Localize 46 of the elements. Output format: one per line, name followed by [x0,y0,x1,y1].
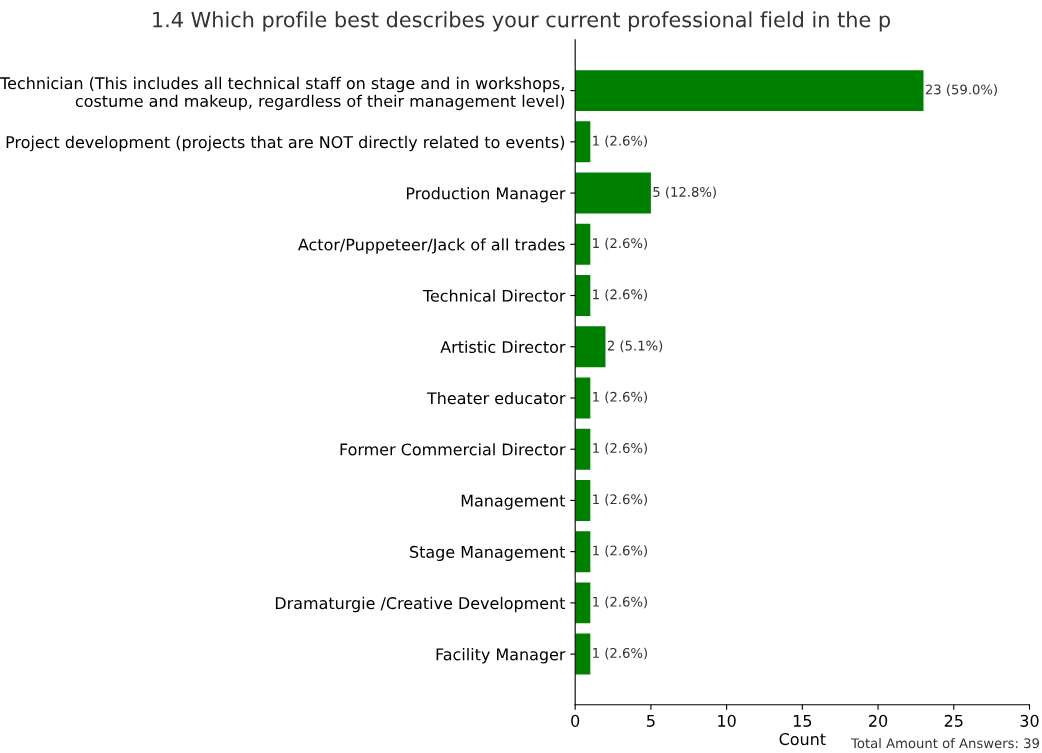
bar [575,531,591,573]
data-label: 1 (2.6%) [593,596,647,609]
bar [575,275,591,317]
bar [575,633,591,675]
bar [575,172,651,214]
data-label: 1 (2.6%) [593,237,647,250]
y-tick-label: Theater educator [426,391,566,405]
bar [575,121,591,163]
data-label: 1 (2.6%) [593,442,647,455]
text: Total Amount of Answers: 39 [851,737,1039,749]
data-label: 2 (5.1%) [607,340,663,353]
bar [575,582,591,624]
bar [575,223,591,265]
y-tick-label: Dramaturgie /Creative Development [275,596,566,613]
y-tick-label: Management [461,494,566,510]
data-label: 1 (2.6%) [593,545,647,558]
x-axis-title: Count [779,733,826,746]
y-tick-label: Technician (This includes all technical staff on stage and in workshops, costume and makeup, regardless of their management level) [0,76,565,111]
x-tick-label: 0 [571,714,580,727]
x-tick-label: 30 [1020,714,1039,727]
bar [575,326,606,368]
y-tick-label: Actor/Puppeteer/Jack of all trades [298,238,565,254]
data-label: 1 (2.6%) [593,494,647,506]
y-tick-label: Former Commercial Director [340,443,566,456]
x-tick-label: 10 [718,714,736,727]
data-label: 1 (2.6%) [593,135,647,148]
x-tick-label: 5 [647,715,655,727]
bar [575,377,591,419]
x-tick-label: 15 [793,715,812,727]
data-label: 1 (2.6%) [593,391,647,404]
chart-title: 1.4 Which profile best describes your current professional field in the p [153,11,890,32]
y-tick-label: Artistic Director [440,340,566,354]
y-tick-label: Facility Manager [436,648,566,664]
bar [575,479,591,521]
data-label: 5 (12.8%) [653,186,716,199]
bar [575,70,924,112]
y-tick-label: Technical Director [422,289,566,302]
bar [575,428,591,470]
y-tick-label: Project development (projects that are NOT directly related to events) [6,135,565,152]
y-tick-label: Production Manager [406,187,566,203]
data-label: 1 (2.6%) [593,647,647,660]
x-tick-label: 25 [944,714,963,727]
data-label: 23 (59.0%) [925,84,997,96]
x-tick-label: 20 [869,714,888,727]
y-tick-label: Stage Management [410,545,566,562]
data-label: 1 (2.6%) [593,289,647,301]
